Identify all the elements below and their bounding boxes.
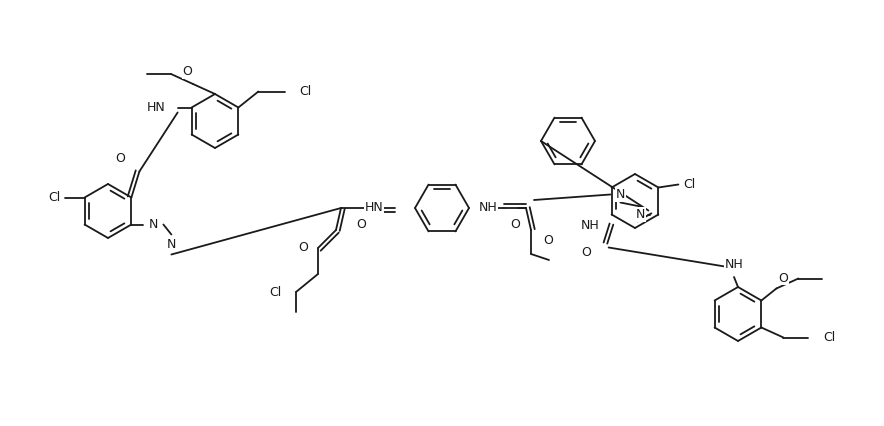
- Text: Cl: Cl: [683, 178, 696, 191]
- Text: NH: NH: [479, 201, 498, 215]
- Text: N: N: [636, 208, 645, 221]
- Text: NH: NH: [581, 219, 599, 231]
- Text: O: O: [582, 247, 591, 259]
- Text: Cl: Cl: [269, 285, 281, 299]
- Text: O: O: [116, 153, 126, 165]
- Text: O: O: [182, 65, 192, 78]
- Text: N: N: [615, 188, 625, 201]
- Text: Cl: Cl: [49, 191, 61, 204]
- Text: Cl: Cl: [823, 331, 835, 344]
- Text: O: O: [543, 234, 552, 247]
- Text: HN: HN: [147, 101, 165, 114]
- Text: O: O: [298, 242, 308, 254]
- Text: HN: HN: [364, 201, 383, 215]
- Text: O: O: [779, 271, 789, 285]
- Text: O: O: [510, 218, 520, 231]
- Text: Cl: Cl: [300, 85, 312, 98]
- Text: N: N: [167, 238, 176, 251]
- Text: N: N: [149, 218, 158, 231]
- Text: NH: NH: [725, 258, 743, 271]
- Text: O: O: [356, 218, 366, 231]
